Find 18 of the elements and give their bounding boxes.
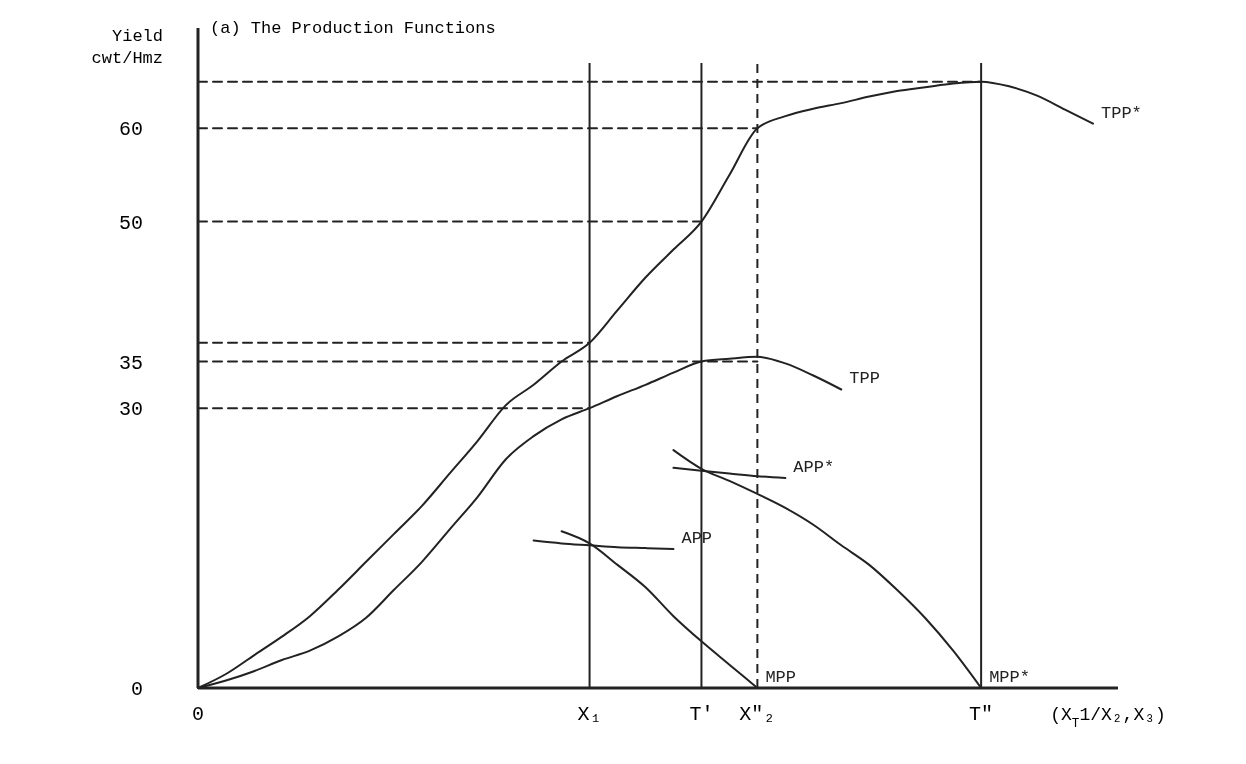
- series-label: TPP: [849, 369, 880, 389]
- y-tick-label: 60: [118, 118, 143, 142]
- series-label: APP*: [793, 458, 835, 478]
- x-tick-label: T': [689, 703, 714, 726]
- x-tick-label: X″₂: [739, 703, 776, 726]
- y-tick-label: 30: [118, 398, 143, 422]
- x-tick-label: 0: [191, 703, 205, 726]
- chart-title: (a) The Production Functions: [210, 19, 496, 38]
- series-label: MPP*: [989, 668, 1030, 687]
- x-axis-title: (X$_{T}$1/X₂,X₃): [1050, 705, 1166, 731]
- y-tick-label: 50: [118, 211, 143, 235]
- series-label: MPP: [765, 668, 796, 687]
- x-tick-label: T": [969, 703, 994, 726]
- y-axis-title: Yield cwt/Hmz: [91, 27, 163, 68]
- y-tick-label: 0: [130, 678, 143, 701]
- series-label: TPP*: [1101, 103, 1142, 123]
- x-tick-label: X₁: [577, 703, 602, 726]
- y-tick-label: 35: [118, 351, 143, 375]
